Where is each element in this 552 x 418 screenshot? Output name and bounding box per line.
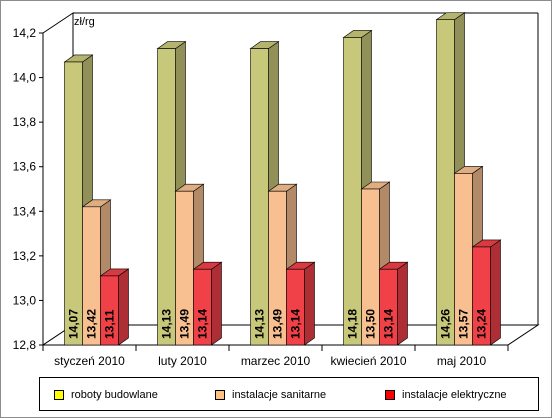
x-tick-label: marzec 2010 (241, 354, 311, 368)
bar (64, 61, 83, 346)
bar-side (304, 261, 315, 346)
bar (343, 37, 362, 346)
bar (175, 190, 194, 346)
legend-label-instalacje-sanitarne: instalacje sanitarne (232, 389, 327, 401)
legend-swatch-instalacje-elektryczne (385, 390, 395, 400)
chart-legend: roboty budowlane instalacje sanitarne in… (39, 377, 539, 411)
x-tick-label: maj 2010 (437, 354, 487, 368)
y-tick-label: 13,2 (13, 249, 37, 263)
bar (100, 275, 119, 346)
data-label: 13,50 (364, 309, 378, 339)
legend-label-roboty-budowlane: roboty budowlane (71, 389, 158, 401)
y-tick-label: 13,8 (13, 115, 37, 129)
chart-bars (63, 12, 502, 346)
y-tick-label: 13,6 (13, 160, 37, 174)
y-tick-label: 14,2 (13, 26, 37, 40)
chart-axes: 12,8 13,0 13,2 13,4 13,6 13,8 14,0 14,2 styczeń … (13, 26, 509, 368)
bar (268, 190, 287, 346)
y-axis-unit-label: zł/rg (74, 16, 95, 28)
bar-side (211, 261, 222, 346)
data-label: 13,14 (196, 309, 210, 339)
data-label: 14,07 (67, 309, 81, 339)
data-label: 14,18 (346, 309, 360, 339)
chart-data-labels: 14,07 13,42 13,11 14,13 13,49 13,14 14,13 13,49… (67, 309, 489, 339)
legend-swatch-roboty-budowlane (54, 390, 64, 400)
data-label: 14,26 (439, 309, 453, 339)
data-label: 13,14 (289, 309, 303, 339)
legend-item-instalacje-elektryczne: instalacje elektryczne (385, 389, 507, 401)
legend-item-roboty-budowlane: roboty budowlane (54, 389, 158, 401)
legend-item-instalacje-sanitarne: instalacje sanitarne (215, 389, 326, 401)
y-tick-label: 14,0 (13, 71, 37, 85)
data-label: 14,13 (253, 309, 267, 339)
data-label: 13,11 (103, 309, 117, 339)
bar (472, 246, 491, 346)
data-label: 13,14 (382, 309, 396, 339)
bar-side (397, 261, 408, 346)
bar-side (118, 268, 129, 346)
bar (286, 268, 305, 346)
bar-side (490, 239, 501, 346)
x-tick-label: kwiecień 2010 (330, 354, 406, 368)
data-label: 13,42 (85, 309, 99, 339)
bar (436, 19, 455, 346)
bar (157, 48, 176, 346)
legend-swatch-instalacje-sanitarne (215, 390, 225, 400)
y-tick-label: 12,8 (13, 338, 37, 352)
data-label: 13,49 (178, 309, 192, 339)
bar (193, 268, 212, 346)
y-tick-label: 13,4 (13, 204, 37, 218)
bar (250, 48, 269, 346)
legend-label-instalacje-elektryczne: instalacje elektryczne (402, 389, 507, 401)
x-tick-label: luty 2010 (158, 354, 207, 368)
bar (379, 268, 398, 346)
y-tick-label: 13,0 (13, 293, 37, 307)
data-label: 13,49 (271, 309, 285, 339)
data-label: 14,13 (160, 309, 174, 339)
bar (361, 188, 380, 346)
data-label: 13,57 (457, 309, 471, 339)
x-tick-label: styczeń 2010 (54, 354, 125, 368)
data-label: 13,24 (475, 309, 489, 339)
